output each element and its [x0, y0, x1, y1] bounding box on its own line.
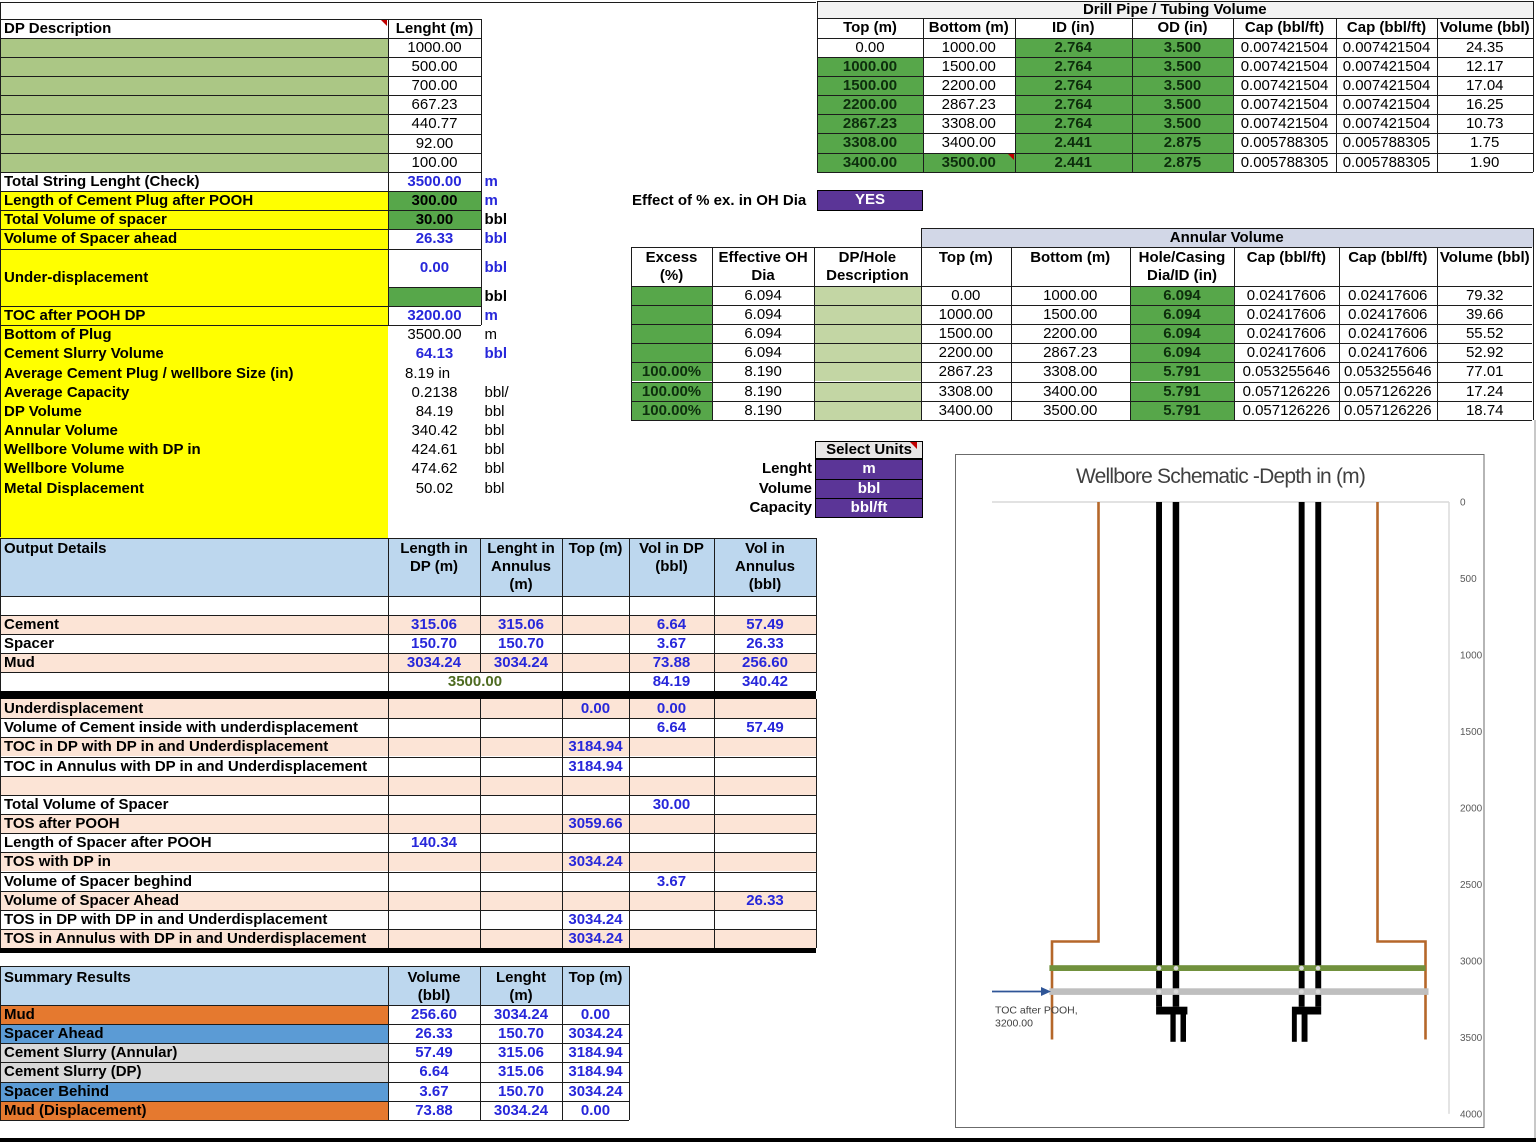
svg-text:0: 0: [1460, 497, 1466, 508]
svg-text:Wellbore Schematic -Depth in (: Wellbore Schematic -Depth in (m): [1076, 465, 1365, 488]
svg-text:3200.00: 3200.00: [995, 1017, 1033, 1029]
svg-text:3000: 3000: [1460, 956, 1483, 967]
svg-text:2000: 2000: [1460, 803, 1483, 814]
svg-text:3500: 3500: [1460, 1032, 1483, 1043]
svg-text:500: 500: [1460, 573, 1477, 584]
svg-text:1500: 1500: [1460, 726, 1483, 737]
svg-text:TOC after POOH,: TOC after POOH,: [995, 1004, 1078, 1016]
svg-text:1000: 1000: [1460, 650, 1483, 661]
svg-text:4000: 4000: [1460, 1109, 1483, 1120]
svg-text:2500: 2500: [1460, 879, 1483, 890]
